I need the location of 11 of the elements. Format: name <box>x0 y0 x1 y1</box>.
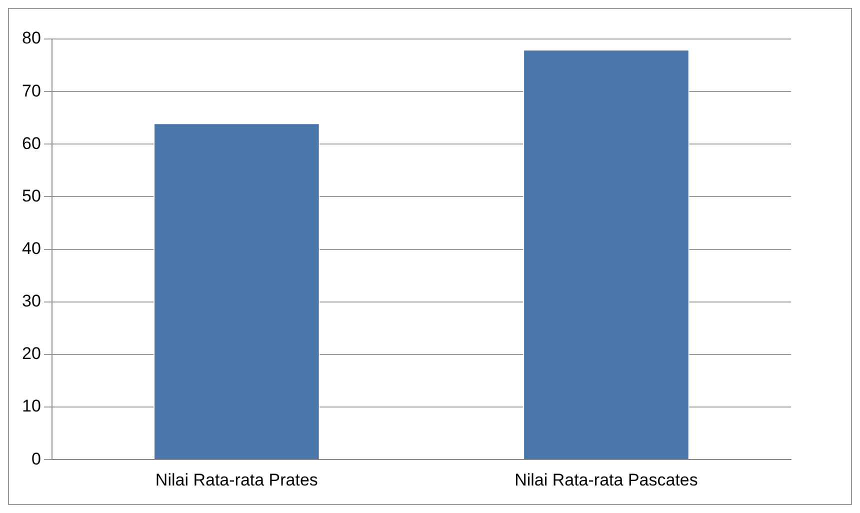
y-tick-label: 30 <box>22 292 41 311</box>
x-tick-label: Nilai Rata-rata Pascates <box>514 470 698 490</box>
y-tick-label: 80 <box>22 28 41 48</box>
y-tick-label: 20 <box>22 344 41 364</box>
y-tick-label: 10 <box>22 396 41 416</box>
y-tick-label: 50 <box>22 186 41 206</box>
y-tick-label: 0 <box>31 449 41 468</box>
y-tick-label: 60 <box>22 134 41 153</box>
y-tick-label: 40 <box>22 238 41 258</box>
x-tick-label: Nilai Rata-rata Prates <box>155 470 318 490</box>
y-tick-label: 70 <box>22 81 41 100</box>
